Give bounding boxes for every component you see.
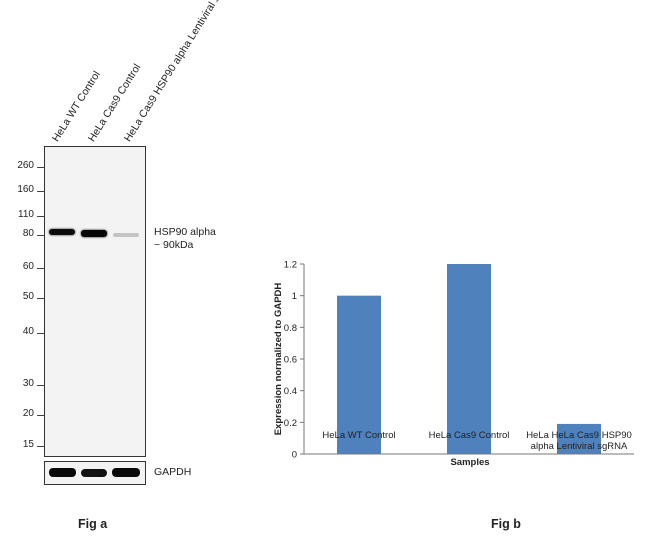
- hsp90-band-name: HSP90 alpha: [154, 226, 216, 238]
- figure-b-caption: Fig b: [491, 517, 521, 531]
- gapdh-band-lane-1: [49, 468, 76, 477]
- mw-label-50: 50: [22, 291, 34, 302]
- y-tick-label: 0.8: [284, 323, 297, 334]
- y-tick-label: 0.2: [284, 418, 297, 429]
- hsp90-band-label: HSP90 alpha ~ 90kDa: [154, 226, 216, 252]
- mw-tick: [37, 298, 45, 299]
- bar-3: [557, 423, 601, 454]
- gapdh-label: GAPDH: [154, 466, 192, 478]
- mw-label-15: 15: [22, 439, 34, 450]
- mw-label-110: 110: [18, 209, 34, 220]
- y-tick-label: 0.4: [284, 386, 297, 397]
- gapdh-band-lane-3: [112, 468, 140, 477]
- bar-1: [337, 295, 381, 454]
- mw-tick: [37, 333, 45, 334]
- mw-label-40: 40: [22, 326, 34, 337]
- y-tick-label: 0: [292, 450, 297, 461]
- y-axis-title: Expression normalized to GAPDH: [273, 283, 284, 436]
- gapdh-band-lane-2: [81, 469, 107, 477]
- bar-2: [447, 264, 491, 454]
- mw-tick: [37, 235, 45, 236]
- y-tick-label: 1.2: [284, 260, 297, 271]
- mw-tick: [37, 191, 45, 192]
- hsp90-band-lane-1: [49, 229, 75, 235]
- mw-label-30: 30: [22, 378, 34, 389]
- mw-tick: [37, 415, 45, 416]
- mw-tick: [37, 216, 45, 217]
- mw-tick: [37, 385, 45, 386]
- figure-a-caption: Fig a: [78, 517, 108, 531]
- mw-tick: [37, 268, 45, 269]
- gapdh-blot-panel: [44, 461, 146, 485]
- mw-tick: [37, 167, 45, 168]
- category-label-3: HeLa HeLa Cas9 HSP90 alpha Lentiviral sgR…: [526, 430, 632, 452]
- category-label-2: HeLa Cas9 Control: [429, 430, 510, 441]
- mw-label-20: 20: [22, 408, 34, 419]
- mw-label-80: 80: [22, 228, 34, 239]
- mw-label-160: 160: [17, 184, 34, 195]
- mw-label-260: 260: [17, 160, 34, 171]
- hsp90-band-lane-3: [113, 233, 139, 237]
- y-tick-label: 1: [292, 291, 297, 302]
- hsp90-band-size: ~ 90kDa: [154, 239, 194, 251]
- mw-label-60: 60: [22, 261, 34, 272]
- x-axis-title: Samples: [450, 457, 489, 468]
- hsp90-blot-panel: [44, 146, 146, 457]
- category-label-1: HeLa WT Control: [322, 430, 395, 441]
- hsp90-band-lane-2: [81, 230, 107, 237]
- y-tick-label: 0.6: [284, 355, 297, 366]
- mw-tick: [37, 446, 45, 447]
